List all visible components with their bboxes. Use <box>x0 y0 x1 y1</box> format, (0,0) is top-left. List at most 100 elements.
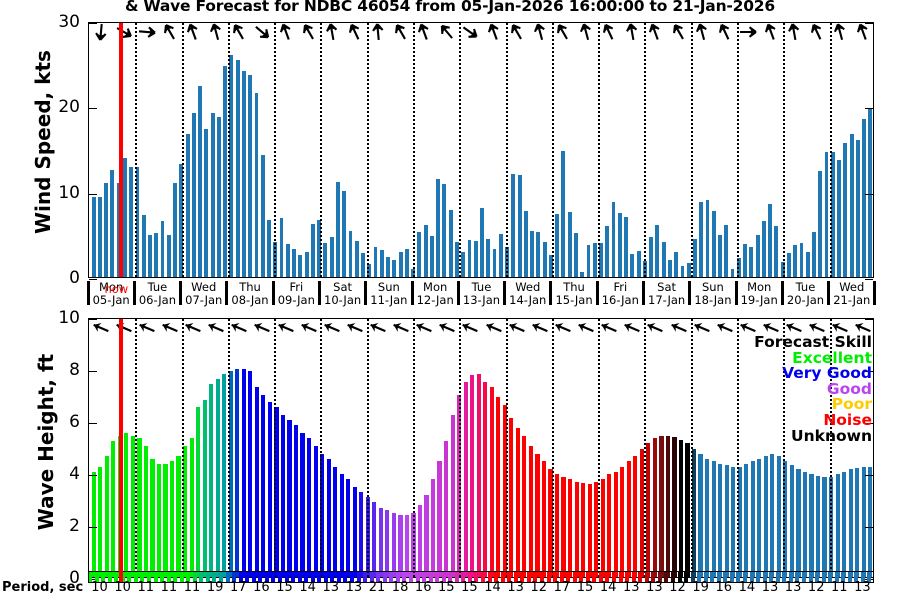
period-strip-cell <box>494 572 499 582</box>
wind-bar <box>335 181 340 277</box>
day-date-label: 21-Jan <box>833 292 871 307</box>
wave-bar <box>124 433 129 577</box>
axis-tick-mark <box>865 193 873 195</box>
wave-bar <box>815 475 821 577</box>
wind-direction-arrow-icon <box>667 23 690 44</box>
wave-bar <box>620 466 625 577</box>
period-value: 15 <box>461 580 478 595</box>
day-separator <box>274 319 277 577</box>
wave-bar <box>450 415 455 577</box>
day-of-week-label: Sat <box>657 280 677 294</box>
period-strip-cell <box>133 572 138 582</box>
date-axis-day: Sat 17-Jan <box>643 280 689 306</box>
wind-bar <box>129 167 134 277</box>
period-value: 10 <box>114 580 131 595</box>
wind-direction-arrow-icon <box>645 23 666 43</box>
wind-direction-arrow-icon <box>760 23 781 43</box>
wave-bar <box>567 479 573 577</box>
wave-bar <box>235 368 240 577</box>
period-value: 11 <box>160 580 178 595</box>
date-axis-separator <box>456 281 460 305</box>
wind-bar <box>849 133 854 277</box>
day-separator <box>181 319 184 577</box>
period-strip-cell <box>140 572 145 582</box>
wind-bar <box>711 211 716 277</box>
period-strip-cell <box>428 572 433 582</box>
axis-tick-mark <box>865 371 873 372</box>
wave-bar <box>535 453 540 577</box>
wave-bar <box>835 474 840 577</box>
period-strip-cell <box>867 572 872 582</box>
period-strip-cell <box>841 572 846 582</box>
wind-direction-arrow-icon <box>322 23 341 42</box>
wind-bar <box>223 66 228 277</box>
date-axis-separator <box>317 281 321 305</box>
wave-bar <box>457 394 462 577</box>
period-value: 12 <box>807 580 825 595</box>
date-axis-separator <box>734 281 738 305</box>
wind-bar <box>523 211 528 277</box>
wave-bar <box>541 461 547 577</box>
wind-bar <box>173 182 177 277</box>
wind-bar <box>730 268 735 277</box>
period-strip-cell <box>513 572 518 582</box>
period-value: 12 <box>530 580 548 595</box>
day-separator <box>181 23 184 277</box>
wind-direction-arrow-icon <box>739 24 757 40</box>
period-strip-cell <box>487 572 492 582</box>
period-value: 14 <box>738 580 756 595</box>
wind-bar <box>323 243 328 277</box>
day-separator <box>320 23 323 277</box>
period-strip-cell <box>775 572 780 582</box>
period-strip-cell <box>107 572 112 582</box>
day-of-week-label: Mon <box>99 280 124 294</box>
day-separator <box>227 319 230 577</box>
wind-bar <box>160 221 165 277</box>
wind-bar <box>793 244 798 277</box>
period-strip-cell <box>343 572 348 582</box>
axis-tick-label: 4 <box>69 464 80 484</box>
period-strip-cell <box>801 572 806 582</box>
period-strip-cell <box>736 572 741 582</box>
day-date-label: 12-Jan <box>416 292 454 307</box>
now-marker-label: now <box>104 282 129 296</box>
wave-bar <box>91 471 96 577</box>
date-axis-separator <box>688 281 692 305</box>
period-strip-cell <box>572 572 577 582</box>
wind-bar <box>97 196 102 277</box>
period-strip-cell <box>710 572 715 582</box>
wave-bar <box>444 440 449 577</box>
wave-bar <box>248 371 253 577</box>
wave-bar <box>528 445 534 577</box>
wind-bar <box>536 232 541 277</box>
date-axis-day: Fri 09-Jan <box>273 281 319 306</box>
wind-bar <box>398 251 403 277</box>
wind-bar <box>367 264 372 277</box>
wind-bar <box>448 209 453 277</box>
period-strip-cell <box>716 572 721 582</box>
wind-direction-arrow-icon <box>250 23 274 44</box>
wind-bar <box>260 154 265 277</box>
period-strip-cell <box>232 572 237 582</box>
date-axis-separator <box>410 281 414 305</box>
wave-bar <box>685 443 690 577</box>
legend-item-noise: Noise <box>823 410 872 429</box>
period-value: 13 <box>761 580 779 595</box>
wave-bar <box>711 461 716 577</box>
period-strip-cell <box>559 572 564 582</box>
wave-bar <box>313 445 318 577</box>
period-strip-cell <box>350 572 355 582</box>
legend-item-poor: Poor <box>831 395 872 414</box>
wave-bar <box>274 407 279 577</box>
wave-direction-arrow-icon <box>690 319 713 339</box>
period-strip-cell <box>408 572 413 582</box>
wave-direction-arrow-icon <box>667 319 690 339</box>
period-strip-cell <box>271 572 276 582</box>
wave-bar <box>385 510 390 577</box>
day-separator <box>690 23 693 277</box>
period-strip-cell <box>618 572 623 582</box>
wind-direction-arrow-icon <box>598 23 620 44</box>
axis-tick-mark <box>89 475 97 476</box>
axis-tick-mark <box>89 527 97 528</box>
wind-bar <box>104 182 109 277</box>
